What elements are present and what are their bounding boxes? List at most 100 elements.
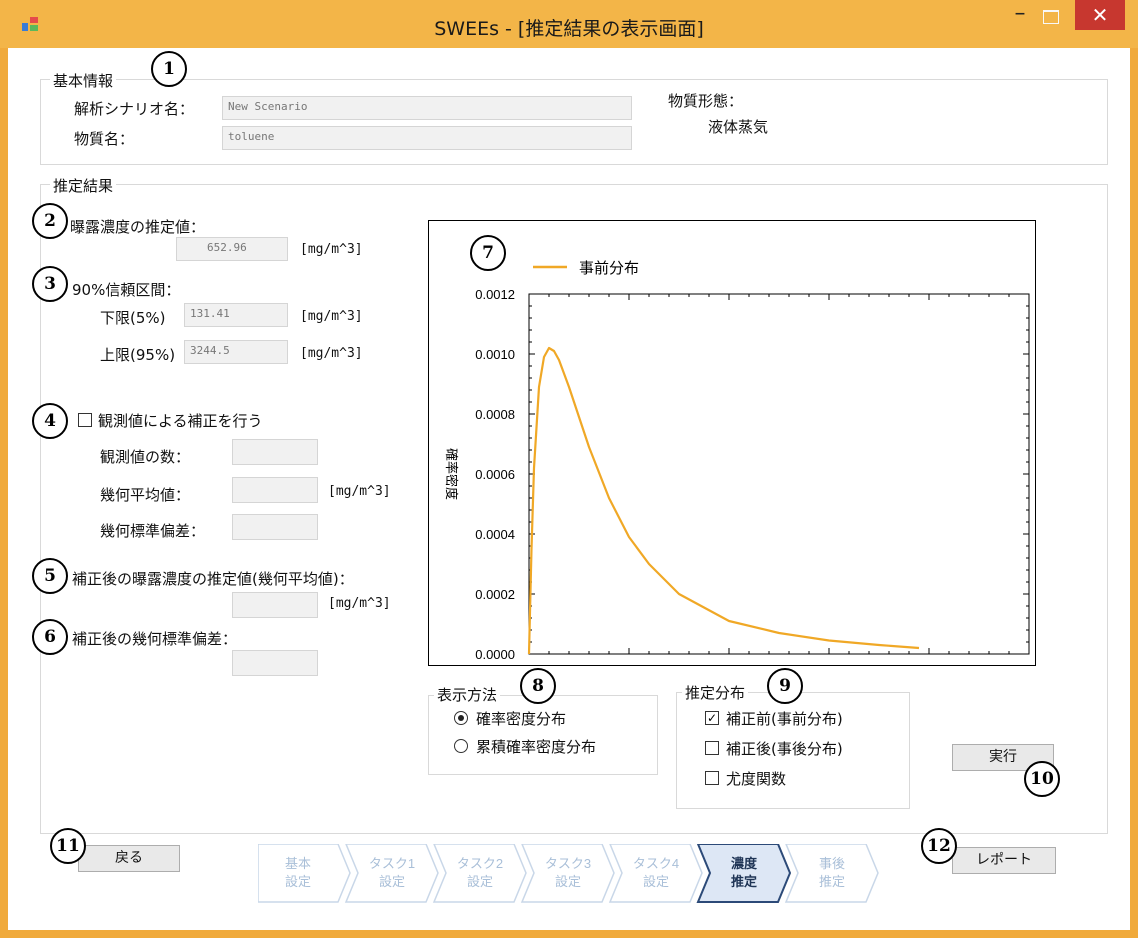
step-label: 設定 (467, 874, 493, 889)
step-shape[interactable] (432, 843, 527, 903)
lower-value-field: 131.41 (184, 303, 288, 327)
estimate-unit: [mg/m^3] (300, 242, 363, 257)
callout-7: 7 (470, 235, 506, 271)
obs-gsd-field[interactable] (232, 514, 318, 540)
observation-checkbox[interactable] (78, 413, 92, 427)
x-tick-label: 4000 (915, 662, 944, 665)
lower-unit: [mg/m^3] (300, 309, 363, 324)
checkbox-likelihood[interactable] (705, 771, 719, 785)
step-shape[interactable] (608, 843, 703, 903)
step-shape[interactable] (696, 843, 792, 903)
obs-gsd-label: 幾何標準偏差： (100, 522, 206, 540)
step-label: タスク2 (457, 856, 503, 871)
form-value: 液体蒸気 (708, 118, 769, 136)
density-chart: 0 1000 2000 3000 4000 5000 0.0000 0.0002 0.0004 0… (428, 220, 1043, 703)
lower-label: 下限(5%) (100, 309, 166, 327)
step-label: タスク4 (633, 856, 679, 871)
checkbox-prior[interactable]: ✓ (705, 711, 719, 725)
window-title: SWEEs - [推定結果の表示画面] (434, 18, 704, 40)
scenario-name-field[interactable]: New Scenario (222, 96, 632, 120)
step-shape[interactable] (784, 843, 879, 903)
callout-1: 1 (151, 51, 187, 87)
step-4[interactable]: タスク3 設定 (520, 843, 615, 903)
corrected-gsd-field (232, 650, 318, 676)
checkbox-posterior[interactable] (705, 741, 719, 755)
y-tick-label: 0.0008 (475, 407, 515, 422)
minimize-button[interactable]: – (1014, 1, 1026, 26)
obs-gmean-label: 幾何平均値： (100, 486, 191, 504)
step-shape[interactable] (344, 843, 439, 903)
x-tick-label: 1000 (615, 662, 644, 665)
x-tick-label: 5000 (1015, 662, 1035, 665)
close-button[interactable]: ✕ (1075, 0, 1125, 30)
callout-9: 9 (767, 668, 803, 704)
step-label: 推定 (731, 874, 757, 889)
radio-cumulative[interactable] (454, 739, 468, 753)
results-title: 推定結果 (50, 175, 117, 196)
step-label: タスク1 (369, 856, 415, 871)
radio-cumulative-label[interactable]: 累積確率密度分布 (476, 738, 597, 756)
x-tick-label: 3000 (815, 662, 844, 665)
series-line-prior (527, 346, 920, 655)
app-icon (22, 17, 38, 31)
upper-label: 上限(95%) (100, 346, 176, 364)
step-shape[interactable] (520, 843, 615, 903)
y-tick-label: 0.0002 (475, 587, 515, 602)
corrected-estimate-field (232, 592, 318, 618)
form-label: 物質形態： (668, 92, 744, 110)
obs-gmean-unit: [mg/m^3] (328, 484, 391, 499)
substance-name-field[interactable]: toluene (222, 126, 632, 150)
y-tick-label: 0.0012 (475, 287, 515, 302)
step-label: 基本 (285, 856, 311, 871)
corrected-gsd-label: 補正後の幾何標準偏差： (72, 630, 238, 648)
plot-frame (528, 293, 1030, 655)
estimated-dist-title: 推定分布 (682, 682, 749, 703)
upper-unit: [mg/m^3] (300, 346, 363, 361)
step-label: タスク3 (545, 856, 591, 871)
observation-checkbox-label[interactable]: 観測値による補正を行う (98, 412, 263, 430)
checkbox-prior-label[interactable]: 補正前(事前分布) (726, 710, 843, 728)
results-group (40, 184, 1108, 834)
maximize-button[interactable] (1043, 10, 1059, 24)
checkbox-posterior-label[interactable]: 補正後(事後分布) (726, 740, 843, 758)
legend-label: 事前分布 (579, 260, 639, 277)
callout-12: 12 (921, 828, 957, 864)
callout-6: 6 (32, 619, 68, 655)
callout-3: 3 (32, 266, 68, 302)
checkbox-likelihood-label[interactable]: 尤度関数 (726, 770, 787, 788)
x-tick-label: 0 (525, 662, 532, 665)
step-2[interactable]: タスク1 設定 (344, 843, 439, 903)
obs-count-label: 観測値の数： (100, 448, 191, 466)
back-button[interactable]: 戻る (78, 845, 180, 872)
corrected-estimate-unit: [mg/m^3] (328, 596, 391, 611)
obs-count-field[interactable] (232, 439, 318, 465)
y-tick-label: 0.0006 (475, 467, 515, 482)
step-shape[interactable] (257, 843, 351, 903)
step-label: 濃度 (731, 856, 758, 871)
step-3[interactable]: タスク2 設定 (432, 843, 527, 903)
radio-density-label[interactable]: 確率密度分布 (476, 710, 567, 728)
step-label: 設定 (643, 874, 669, 889)
step-5[interactable]: タスク4 設定 (608, 843, 703, 903)
step-label: 設定 (379, 874, 405, 889)
step-navigation: 基本 設定 タスク1 設定 タスク2 設定 タスク3 設定 タスク4 設定 濃度 推定 事後 推定 (257, 843, 898, 904)
x-tick-label: 2000 (715, 662, 744, 665)
callout-8: 8 (520, 668, 556, 704)
callout-4: 4 (32, 403, 68, 439)
upper-value-field: 3244.5 (184, 340, 288, 364)
basic-info-group (40, 79, 1108, 165)
obs-gmean-field[interactable] (232, 477, 318, 503)
title-bar[interactable]: SWEEs - [推定結果の表示画面] – ✕ (0, 0, 1138, 48)
display-method-group (428, 695, 658, 775)
y-tick-label: 0.0004 (475, 527, 515, 542)
radio-density[interactable] (454, 711, 468, 725)
report-button[interactable]: レポート (952, 847, 1056, 874)
step-label: 設定 (285, 874, 311, 889)
step-label: 設定 (555, 874, 581, 889)
estimate-value-field: 652.96 (176, 237, 288, 261)
